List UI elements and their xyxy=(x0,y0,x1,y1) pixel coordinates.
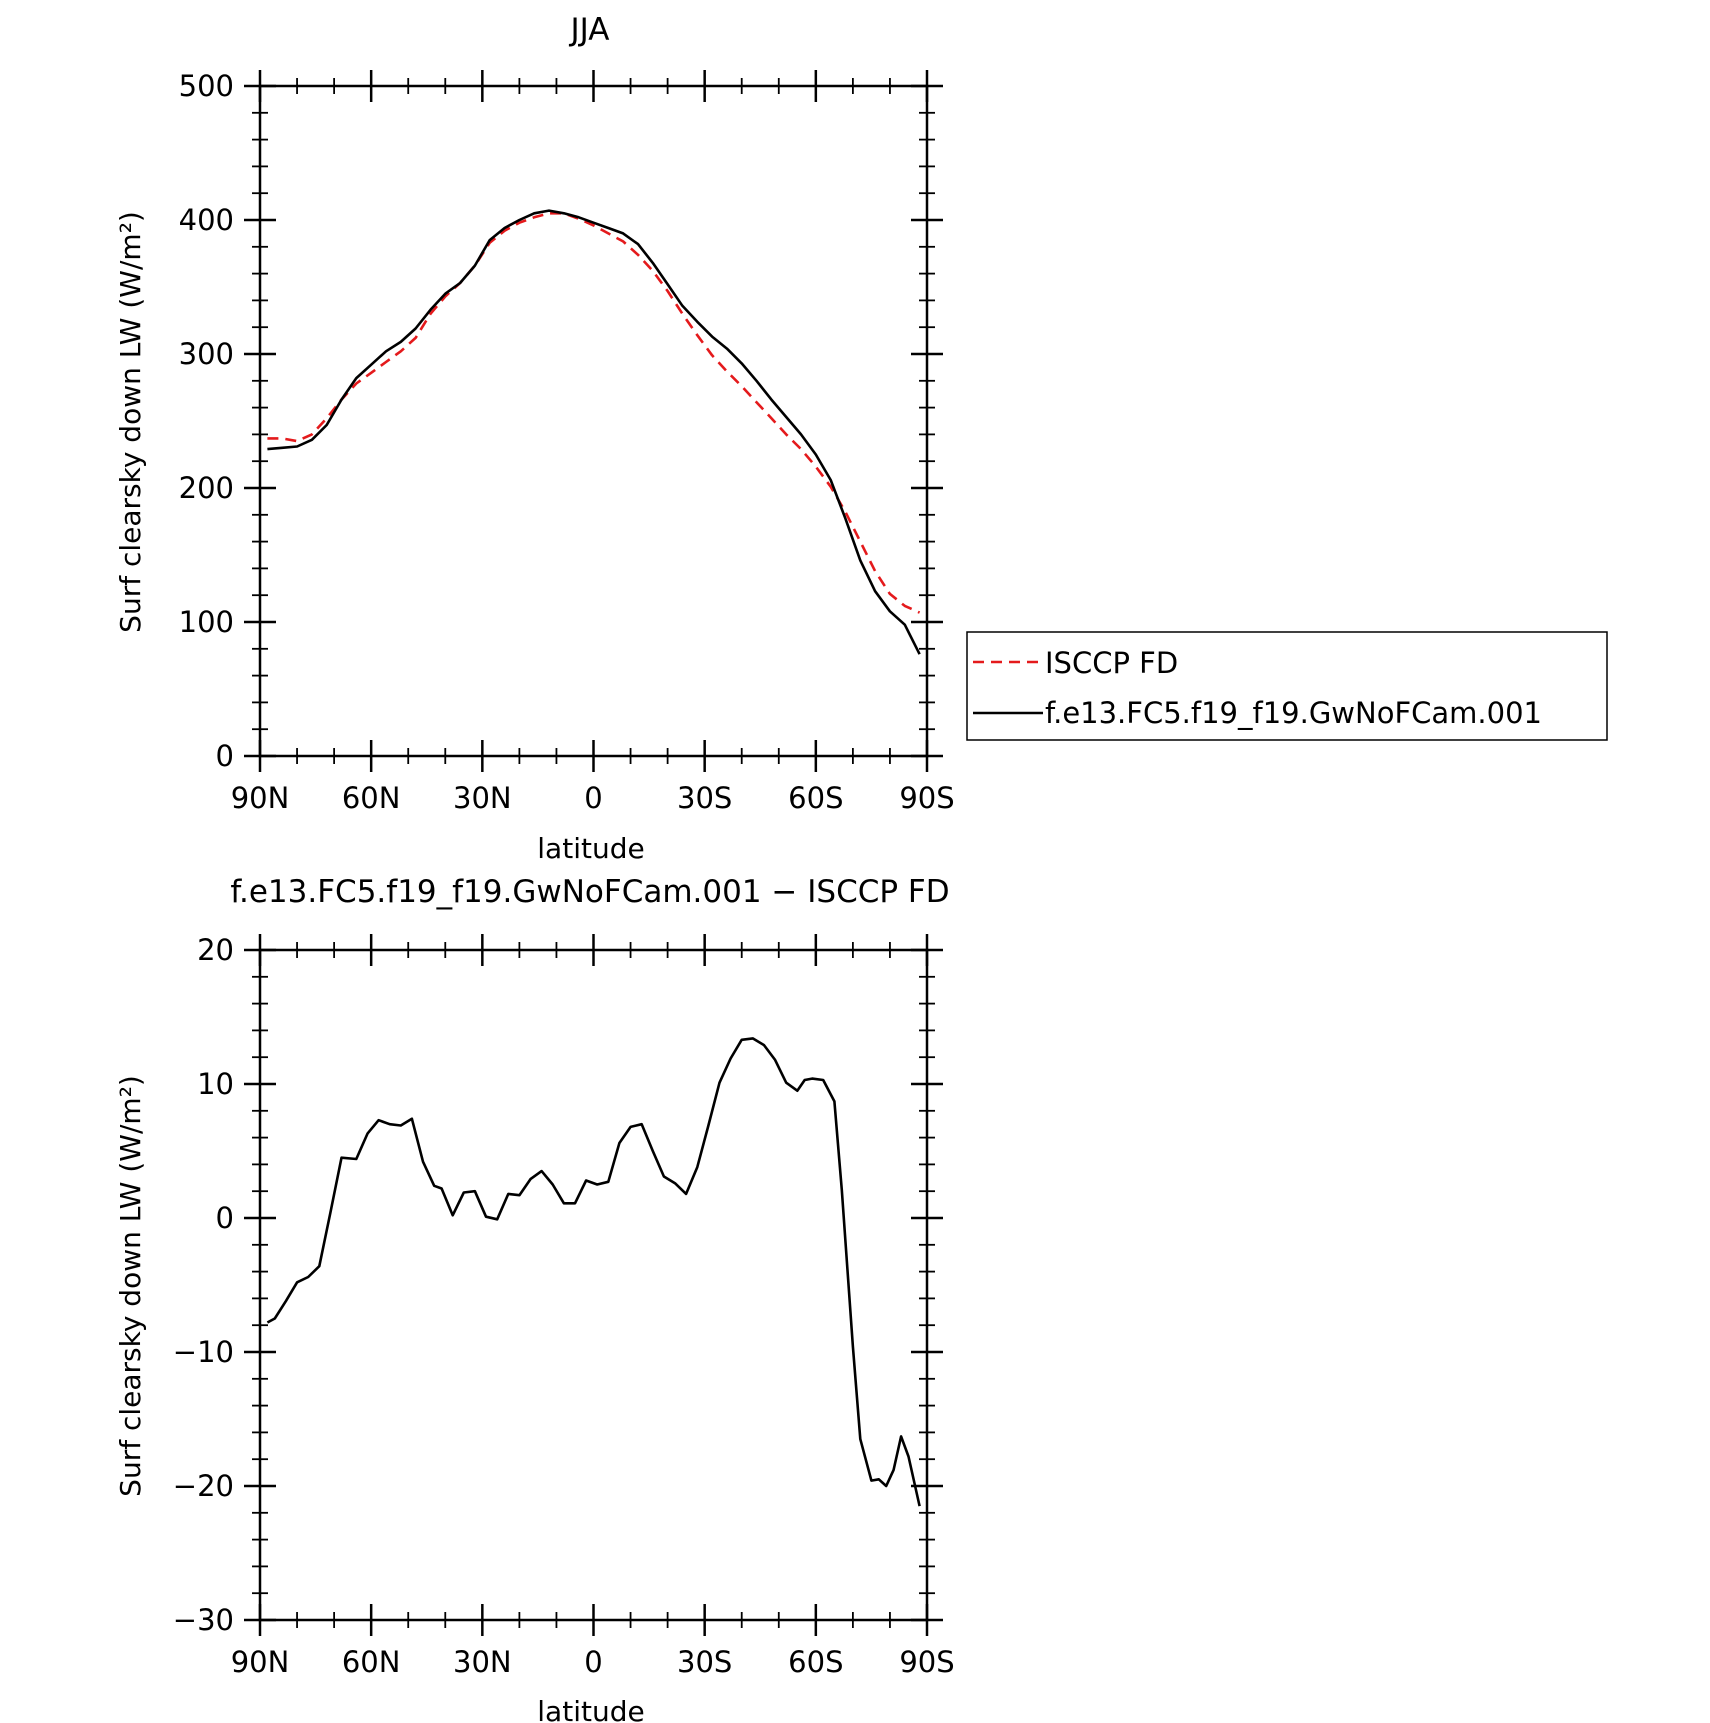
plot-frame xyxy=(258,948,929,1622)
x-tick-label: 0 xyxy=(584,1645,602,1679)
series-line-0 xyxy=(266,1037,921,1507)
x-tick-label: 90S xyxy=(899,1645,954,1679)
x-tick-label: 30S xyxy=(677,1645,732,1679)
y-tick-label: −30 xyxy=(173,1603,234,1637)
top-y-axis-label: Surf clearsky down LW (W/m²) xyxy=(114,211,147,633)
series-line-0 xyxy=(267,212,921,614)
x-tick-label: 90N xyxy=(231,781,290,815)
top-panel: JJA Surf clearsky down LW (W/m²) latitud… xyxy=(114,12,955,865)
legend-label-isccp: ISCCP FD xyxy=(1045,646,1178,680)
y-tick-label: 10 xyxy=(197,1067,234,1101)
legend: ISCCP FD f.e13.FC5.f19_f19.GwNoFCam.001 xyxy=(966,631,1608,741)
x-tick-label: 90S xyxy=(899,781,954,815)
x-tick-label: 0 xyxy=(584,781,602,815)
bottom-panel-title: f.e13.FC5.f19_f19.GwNoFCam.001 − ISCCP F… xyxy=(230,874,949,910)
x-tick-label: 30N xyxy=(453,781,512,815)
y-tick-label: 0 xyxy=(216,739,234,773)
legend-box xyxy=(966,631,1608,741)
bottom-y-axis-label: Surf clearsky down LW (W/m²) xyxy=(114,1075,147,1497)
bottom-x-axis-label: latitude xyxy=(537,1695,644,1723)
x-tick-label: 60S xyxy=(788,1645,843,1679)
y-tick-label: 100 xyxy=(179,605,234,639)
x-tick-label: 30N xyxy=(453,1645,512,1679)
y-tick-label: 500 xyxy=(179,69,234,103)
x-tick-label: 60S xyxy=(788,781,843,815)
legend-label-model: f.e13.FC5.f19_f19.GwNoFCam.001 xyxy=(1045,696,1542,730)
bottom-panel: f.e13.FC5.f19_f19.GwNoFCam.001 − ISCCP F… xyxy=(114,874,955,1723)
x-tick-label: 60N xyxy=(342,781,401,815)
x-tick-label: 60N xyxy=(342,1645,401,1679)
series-line-1 xyxy=(267,209,921,655)
y-tick-label: 200 xyxy=(179,471,234,505)
top-panel-title: JJA xyxy=(569,12,610,48)
y-tick-label: 20 xyxy=(197,933,234,967)
y-tick-label: 0 xyxy=(216,1201,234,1235)
y-tick-label: −10 xyxy=(173,1335,234,1369)
top-x-axis-label: latitude xyxy=(537,832,644,865)
plot-frame xyxy=(258,84,929,758)
y-tick-label: 300 xyxy=(179,337,234,371)
x-tick-label: 30S xyxy=(677,781,732,815)
x-tick-label: 90N xyxy=(231,1645,290,1679)
y-tick-label: 400 xyxy=(179,203,234,237)
y-tick-label: −20 xyxy=(173,1469,234,1503)
